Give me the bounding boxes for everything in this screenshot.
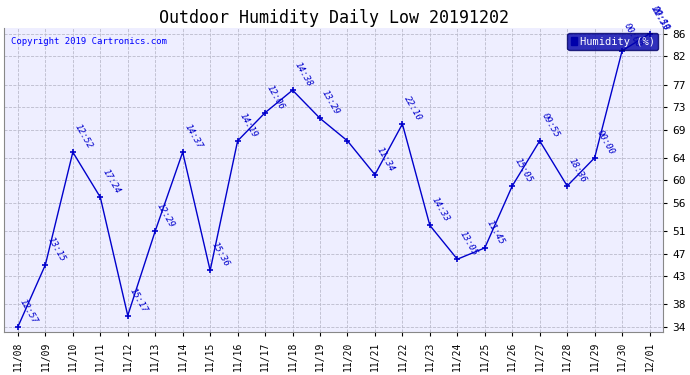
Text: 18:36: 18:36 bbox=[567, 156, 589, 184]
Text: 09:55: 09:55 bbox=[540, 111, 561, 139]
Text: 14:19: 14:19 bbox=[237, 111, 259, 139]
Text: 12:29: 12:29 bbox=[155, 201, 177, 229]
Text: 00:00: 00:00 bbox=[622, 21, 643, 49]
Text: 12:57: 12:57 bbox=[18, 297, 39, 325]
Text: 12:06: 12:06 bbox=[265, 83, 286, 111]
Legend: Humidity (%): Humidity (%) bbox=[567, 33, 658, 50]
Text: 14:33: 14:33 bbox=[430, 196, 451, 224]
Text: 17:24: 17:24 bbox=[100, 168, 121, 195]
Text: 14:38: 14:38 bbox=[293, 61, 314, 88]
Text: 11:34: 11:34 bbox=[375, 145, 396, 173]
Text: 00:00: 00:00 bbox=[595, 128, 616, 156]
Text: 00:10: 00:10 bbox=[649, 4, 671, 32]
Text: 15:17: 15:17 bbox=[128, 286, 149, 314]
Text: 22:53: 22:53 bbox=[649, 4, 671, 32]
Title: Outdoor Humidity Daily Low 20191202: Outdoor Humidity Daily Low 20191202 bbox=[159, 9, 509, 27]
Text: 22:10: 22:10 bbox=[402, 94, 424, 122]
Text: 15:05: 15:05 bbox=[512, 156, 533, 184]
Text: 14:37: 14:37 bbox=[183, 123, 204, 150]
Text: 13:05: 13:05 bbox=[457, 230, 479, 258]
Text: 12:52: 12:52 bbox=[73, 123, 94, 150]
Text: Copyright 2019 Cartronics.com: Copyright 2019 Cartronics.com bbox=[11, 38, 166, 46]
Text: 11:45: 11:45 bbox=[485, 219, 506, 246]
Text: 13:29: 13:29 bbox=[320, 89, 342, 117]
Text: 15:36: 15:36 bbox=[210, 241, 231, 269]
Text: 13:15: 13:15 bbox=[46, 236, 67, 263]
